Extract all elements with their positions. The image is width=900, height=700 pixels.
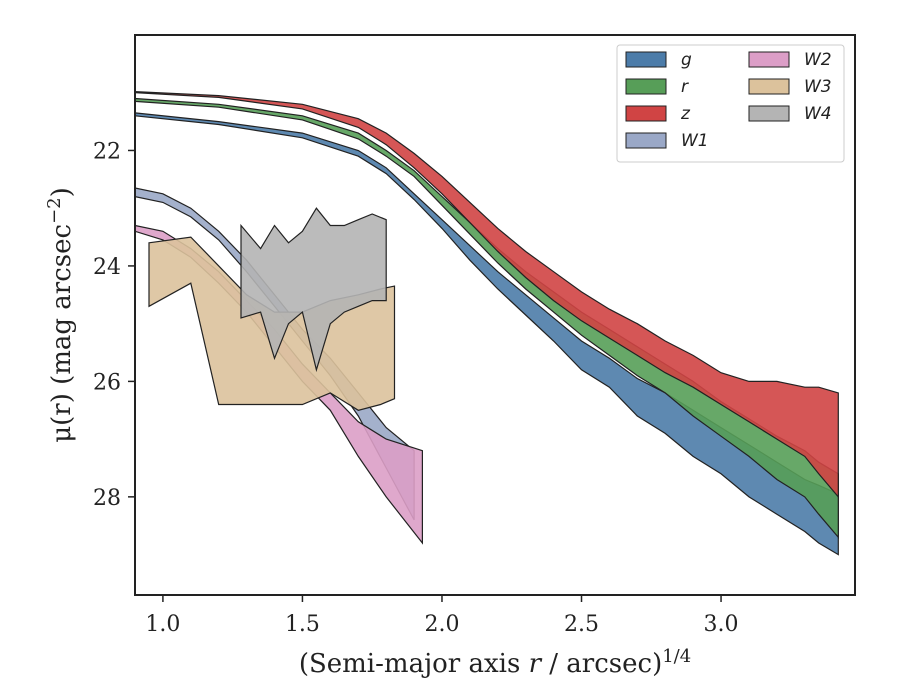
legend-label-w4: W4 [804,104,832,124]
legend-swatch-w3 [748,78,790,95]
y-axis-label: μ(r) (mag arcsec−2) [44,187,77,443]
legend-label-w3: W3 [804,77,832,97]
legend-label-g: g [681,50,692,70]
y-tick-label: 22 [93,139,121,164]
series-band-g [135,112,839,556]
y-tick-label: 28 [93,486,121,511]
legend-swatch-w2 [748,51,790,68]
legend: grz W1 W2 W3 W4 [616,44,845,163]
x-tick-label: 2.5 [564,612,599,637]
legend-label-r: r [681,77,689,97]
legend-swatch-z [625,105,667,122]
series-band-z [135,90,839,499]
x-tick-label: 3.0 [704,612,739,637]
x-tick-label: 1.5 [285,612,320,637]
legend-swatch-g [625,51,667,68]
legend-box [616,44,845,163]
legend-swatch-w1 [625,132,667,149]
legend-swatch-r [625,78,667,95]
y-tick-label: 24 [93,255,121,280]
x-tick-label: 2.0 [424,612,459,637]
legend-label-z: z [680,104,691,124]
plot-frame [134,34,856,596]
legend-label-w2: W2 [804,50,832,70]
x-tick-label: 1.0 [145,612,180,637]
legend-label-w1: W1 [681,131,709,151]
legend-swatch-w4 [748,105,790,122]
series-band-w4 [240,207,387,373]
series-layer [135,90,839,556]
x-axis-label: (Semi-major axis r / arcsec)1/4 [299,646,691,679]
ticks-layer: 1.0 1.5 2.0 2.5 3.0 22 24 26 28 [93,139,739,637]
y-tick-label: 26 [93,370,121,395]
